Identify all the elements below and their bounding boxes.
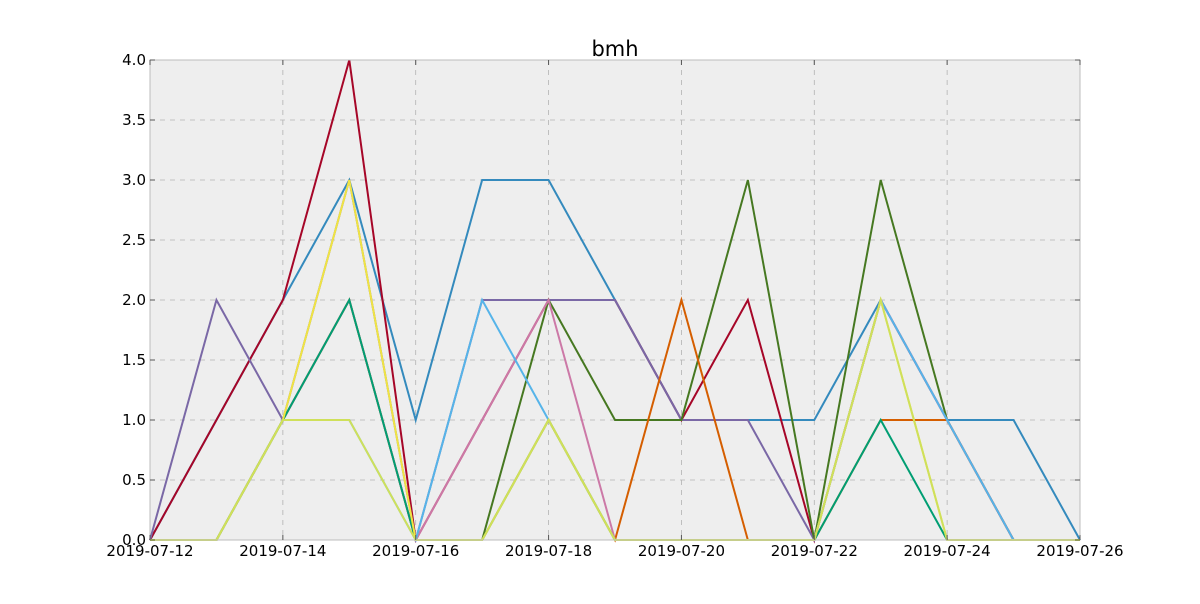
- y-tick-label: 2.0: [122, 291, 146, 309]
- y-tick-label: 1.0: [122, 411, 146, 429]
- x-tick-label: 2019-07-12: [106, 542, 193, 560]
- x-tick-label: 2019-07-24: [904, 542, 991, 560]
- y-tick-label: 0.0: [122, 531, 146, 549]
- y-tick-label: 3.5: [122, 111, 146, 129]
- x-tick-label: 2019-07-18: [505, 542, 592, 560]
- chart-title: bmh: [591, 37, 638, 61]
- x-tick-label: 2019-07-16: [372, 542, 459, 560]
- y-tick-label: 4.0: [122, 51, 146, 69]
- y-tick-label: 2.5: [122, 231, 146, 249]
- x-tick-label: 2019-07-22: [771, 542, 858, 560]
- x-tick-label: 2019-07-26: [1036, 542, 1123, 560]
- x-tick-label: 2019-07-20: [638, 542, 725, 560]
- x-tick-label: 2019-07-14: [239, 542, 326, 560]
- y-tick-label: 0.5: [122, 471, 146, 489]
- y-tick-label: 1.5: [122, 351, 146, 369]
- y-tick-label: 3.0: [122, 171, 146, 189]
- y-axis: 0.0 0.5 1.0 1.5 2.0 2.5 3.0 3.5 4.0: [122, 51, 1080, 549]
- x-axis: 2019-07-12 2019-07-14 2019-07-16 2019-07-18…: [106, 60, 1124, 560]
